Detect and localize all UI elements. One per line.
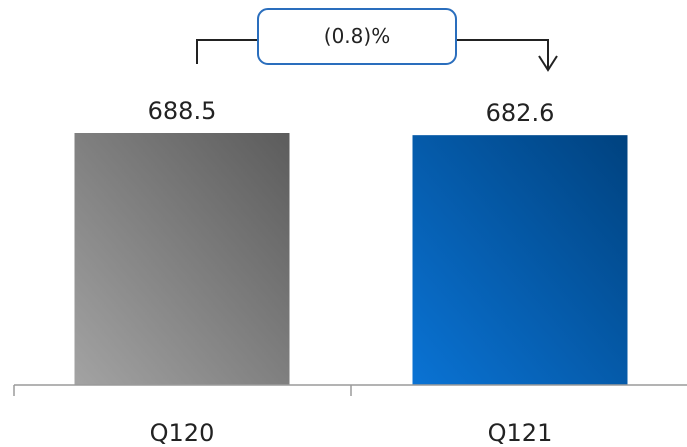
change-annotation: (0.8)% [197, 9, 557, 70]
change-bracket-left [197, 40, 260, 64]
value-label-q120: 688.5 [148, 97, 217, 125]
change-bracket-right [456, 40, 548, 70]
category-label-q120: Q120 [150, 419, 215, 447]
value-label-q121: 682.6 [486, 99, 555, 127]
bar-q120 [75, 133, 290, 385]
category-label-q121: Q121 [488, 419, 553, 447]
bar-q121 [413, 135, 628, 385]
change-badge-text: (0.8)% [324, 24, 390, 48]
